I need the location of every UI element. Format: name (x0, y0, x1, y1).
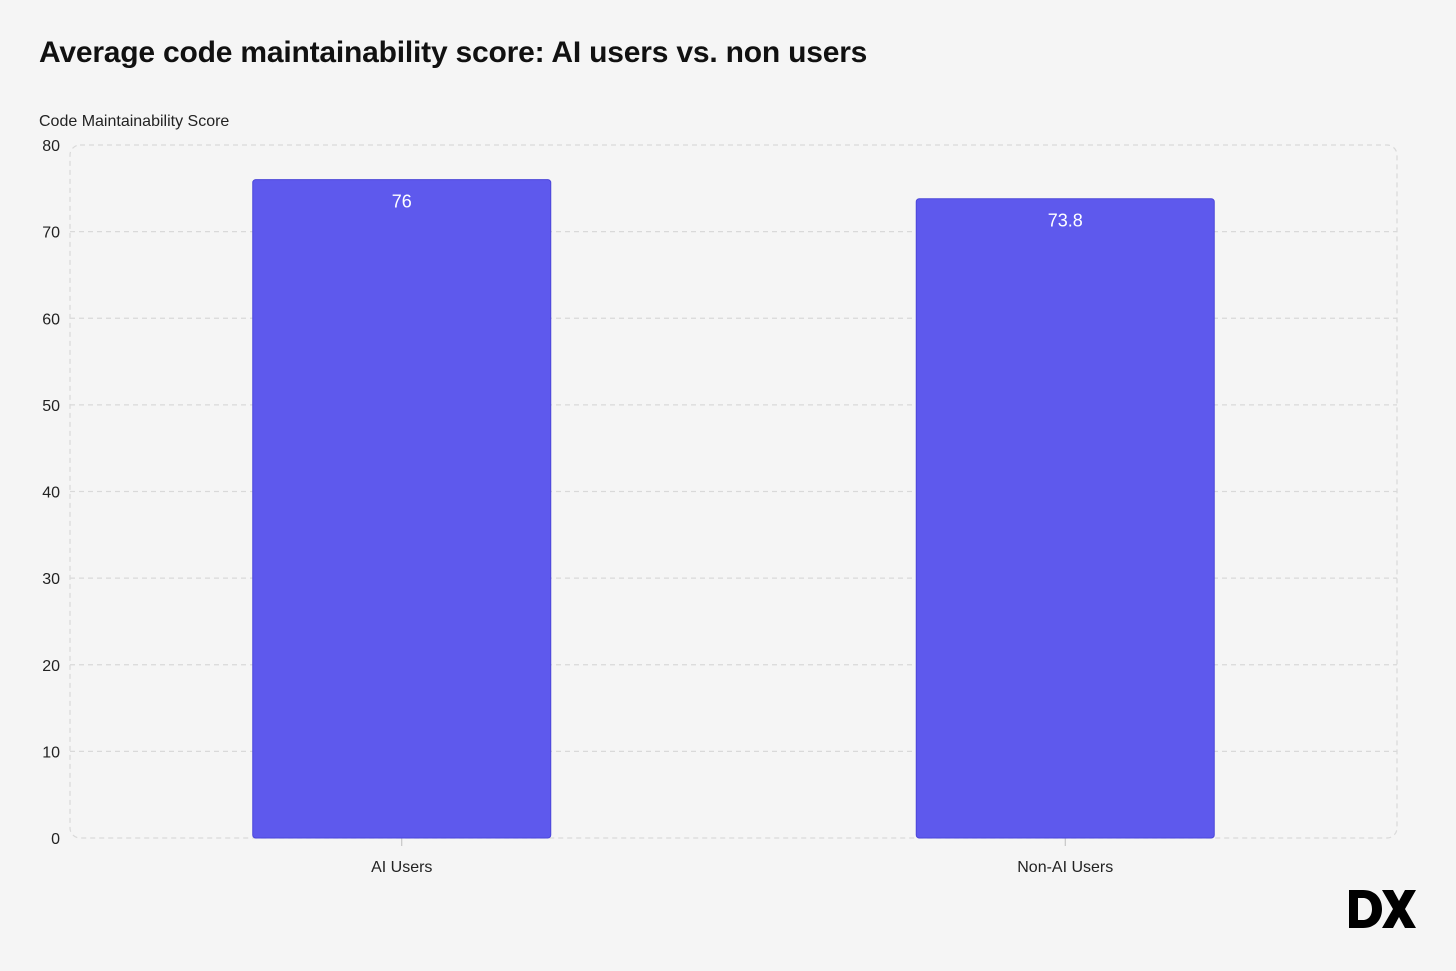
y-tick-label: 80 (42, 138, 60, 155)
y-tick-label: 40 (42, 485, 60, 502)
x-tick-label: Non-AI Users (1017, 859, 1113, 876)
bar-value-label: 76 (392, 192, 412, 212)
y-tick-label: 70 (42, 225, 60, 242)
y-tick-label: 20 (42, 658, 60, 675)
chart-title: Average code maintainability score: AI u… (39, 36, 868, 69)
y-axis-label: Code Maintainability Score (39, 113, 230, 130)
dx-logo-icon (1349, 890, 1416, 928)
grid-layer (69, 144, 1398, 846)
bar-ai-users (252, 179, 552, 839)
y-tick-label: 60 (42, 311, 60, 328)
x-tick-label: AI Users (371, 859, 432, 876)
y-tick-label: 0 (51, 831, 60, 848)
y-tick-label: 10 (42, 744, 60, 761)
labels-layer: 0 10 20 30 40 50 60 70 80 76 AI Users 73.8 Non-AI Us… (42, 138, 1113, 876)
bars-layer (252, 179, 1215, 839)
y-tick-label: 50 (42, 398, 60, 415)
bar-non-ai-users (915, 198, 1215, 839)
bar-value-label: 73.8 (1048, 211, 1083, 231)
y-tick-label: 30 (42, 571, 60, 588)
